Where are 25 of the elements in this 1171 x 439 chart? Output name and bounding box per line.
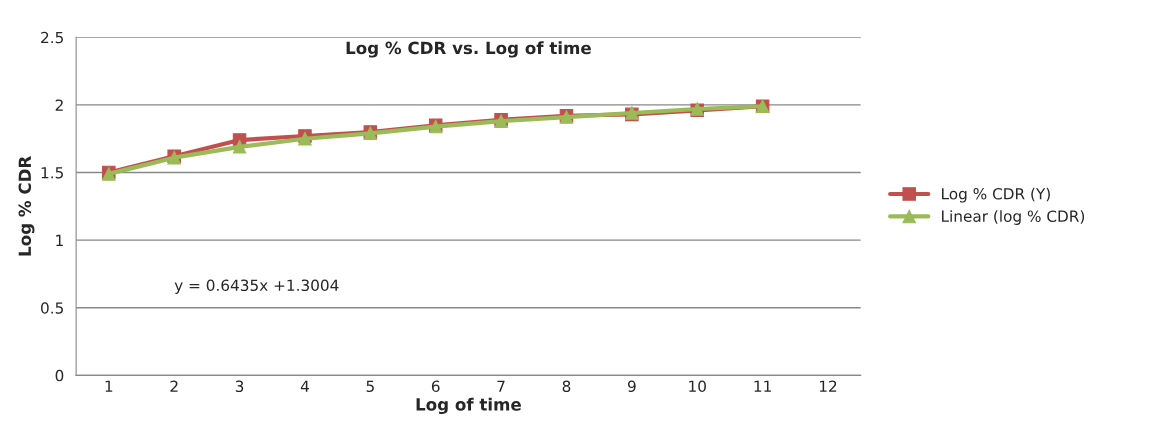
x-tick-label: 3 <box>235 380 244 393</box>
x-tick-label: 5 <box>366 380 374 393</box>
x-tick-label: 6 <box>431 380 440 393</box>
y-tick-label: 2 <box>55 99 63 111</box>
legend-label: Linear (log % CDR) <box>942 210 1085 225</box>
x-tick-label: 10 <box>689 380 706 393</box>
y-tick-label: 1 <box>56 234 63 246</box>
x-tick-label: 9 <box>627 380 636 393</box>
point <box>232 140 247 154</box>
annotation: y = 0.6435x +1.3004 <box>174 279 339 295</box>
y-tick-label: 2.5 <box>41 31 63 44</box>
chart-title: Log % CDR vs. Log of time <box>346 41 591 58</box>
x-tick-label: 4 <box>300 380 309 392</box>
x-tick-label: 11 <box>754 380 771 392</box>
y-tick-label: 1.5 <box>41 167 63 179</box>
x-tick-label: 8 <box>562 380 571 393</box>
y-tick-label: 0.5 <box>41 302 63 314</box>
x-tick-label: 12 <box>819 380 837 392</box>
legend-label: Log % CDR (Y) <box>942 187 1050 203</box>
x-tick-label: 2 <box>170 380 178 392</box>
y-tick-label: 0 <box>55 369 64 382</box>
y-axis-title: Log % CDR <box>18 156 35 256</box>
x-tick-label: 7 <box>497 380 505 392</box>
x-axis-title: Log of time <box>416 397 521 415</box>
x-tick-label: 1 <box>105 380 113 392</box>
